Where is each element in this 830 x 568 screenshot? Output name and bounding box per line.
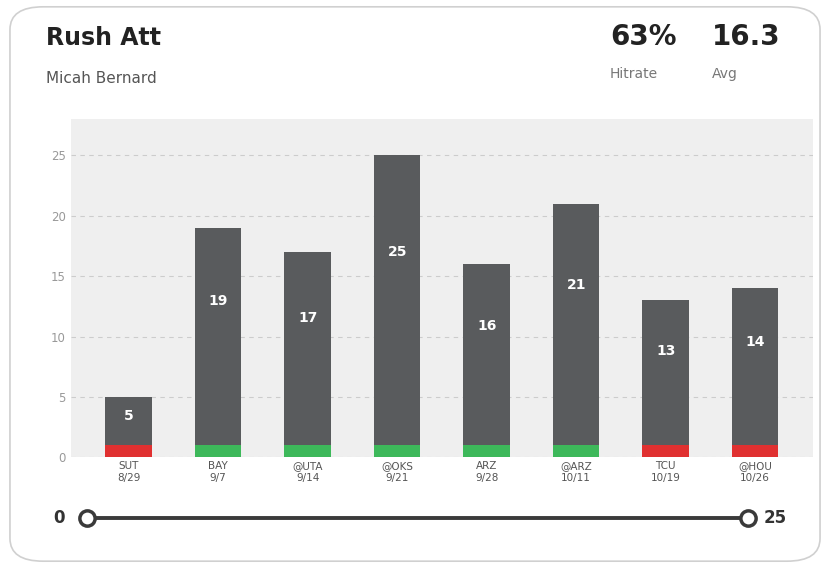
Text: Avg: Avg xyxy=(712,67,738,81)
Text: 17: 17 xyxy=(298,311,317,325)
Bar xyxy=(553,204,599,445)
Bar xyxy=(285,252,331,445)
Bar xyxy=(553,445,599,457)
Bar xyxy=(285,445,331,457)
Bar xyxy=(642,300,689,445)
Text: 19: 19 xyxy=(208,294,228,308)
Bar xyxy=(105,397,152,445)
Bar xyxy=(374,445,421,457)
Text: 25: 25 xyxy=(388,245,407,259)
Bar xyxy=(463,264,510,445)
Text: 13: 13 xyxy=(656,344,676,357)
Text: 16: 16 xyxy=(477,319,496,333)
Bar xyxy=(195,445,242,457)
Bar xyxy=(195,228,242,445)
Bar xyxy=(642,445,689,457)
Bar xyxy=(105,445,152,457)
Text: 16.3: 16.3 xyxy=(712,23,781,51)
Text: Micah Bernard: Micah Bernard xyxy=(46,71,156,86)
Bar xyxy=(732,445,779,457)
Text: 5: 5 xyxy=(124,409,134,423)
Bar xyxy=(374,156,421,445)
Text: 25: 25 xyxy=(764,509,787,527)
Bar xyxy=(463,445,510,457)
Text: 21: 21 xyxy=(566,278,586,292)
Text: Hitrate: Hitrate xyxy=(610,67,658,81)
Text: Rush Att: Rush Att xyxy=(46,26,161,49)
Text: 14: 14 xyxy=(745,335,765,349)
Text: 0: 0 xyxy=(53,509,65,527)
Text: 63%: 63% xyxy=(610,23,676,51)
Bar xyxy=(732,288,779,445)
